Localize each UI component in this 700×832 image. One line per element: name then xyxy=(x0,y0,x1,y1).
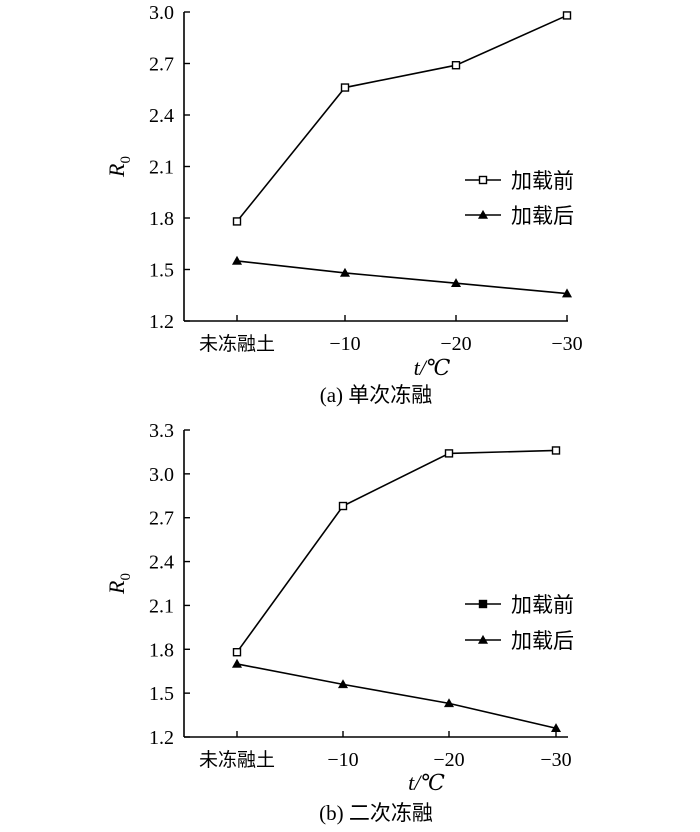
x-tick-label: −20 xyxy=(440,333,471,355)
y-axis-label-subscript: 0 xyxy=(118,156,134,164)
y-tick-label: 1.2 xyxy=(149,727,174,749)
y-tick-label: 2.1 xyxy=(149,595,174,617)
data-point-0-1 xyxy=(340,83,350,92)
legend-marker-1 xyxy=(477,209,489,219)
data-point-1-0 xyxy=(231,658,243,668)
legend-marker-0 xyxy=(478,599,488,609)
data-point-1-3 xyxy=(550,723,562,733)
data-point-0-2 xyxy=(451,61,461,70)
legend-marker-1 xyxy=(477,634,489,644)
chart-a: 1.2 1.5 1.8 2.1 2.4 2.7 3.0 未冻融土 −10 −20 −30 R0 t/℃ (… xyxy=(104,2,583,407)
y-axis-label: R0 xyxy=(104,156,134,178)
series-line-1 xyxy=(236,260,568,295)
x-tick-label: −10 xyxy=(329,333,360,355)
data-point-1-2 xyxy=(443,698,455,708)
y-tick-label: 1.5 xyxy=(149,683,174,705)
y-axis-label-subscript: 0 xyxy=(118,573,134,581)
data-point-0-3 xyxy=(551,446,561,455)
y-tick-label: 2.7 xyxy=(149,54,174,76)
x-tick-label: −30 xyxy=(540,749,571,771)
y-tick-label: 1.2 xyxy=(149,311,174,333)
y-axis-label: R0 xyxy=(104,573,134,595)
x-tick-label: −20 xyxy=(433,749,464,771)
data-point-0-0 xyxy=(232,217,242,226)
y-tick-label: 3.0 xyxy=(149,464,174,486)
x-tick-label: 未冻融土 xyxy=(199,749,275,771)
data-point-0-3 xyxy=(562,11,572,20)
legend-label-0: 加载前 xyxy=(511,593,574,617)
y-tick-label: 2.7 xyxy=(149,508,174,530)
legend-label-0: 加载前 xyxy=(511,169,574,193)
series-line-0 xyxy=(236,449,557,653)
data-point-0-0 xyxy=(232,648,242,657)
data-point-0-2 xyxy=(444,449,454,458)
data-point-1-1 xyxy=(339,267,351,277)
chart-caption: (b) 二次冻融 xyxy=(319,801,433,825)
series-line-0 xyxy=(236,14,568,222)
data-point-1-1 xyxy=(337,679,349,689)
y-tick-label: 3.0 xyxy=(149,2,174,24)
data-point-0-1 xyxy=(338,501,348,511)
y-tick-label: 1.5 xyxy=(149,260,174,282)
x-axis-label: t/℃ xyxy=(414,355,451,380)
y-axis-label-main: R xyxy=(104,580,129,595)
x-tick-label: 未冻融土 xyxy=(199,333,275,355)
y-tick-label: 3.3 xyxy=(149,420,174,442)
y-tick-label: 2.4 xyxy=(149,552,174,574)
series-line-1 xyxy=(236,663,557,730)
data-point-1-0 xyxy=(231,255,243,265)
y-tick-label: 2.4 xyxy=(149,105,174,127)
data-point-1-2 xyxy=(450,278,462,288)
y-tick-label: 2.1 xyxy=(149,157,174,179)
legend-label-1: 加载后 xyxy=(511,629,574,653)
legend-marker-0 xyxy=(478,175,488,185)
x-tick-label: −10 xyxy=(327,749,358,771)
y-tick-label: 1.8 xyxy=(149,639,174,661)
y-tick-label: 1.8 xyxy=(149,208,174,230)
x-tick-label: −30 xyxy=(551,333,582,355)
chart-caption: (a) 单次冻融 xyxy=(320,383,433,407)
y-axis-label-main: R xyxy=(104,163,129,178)
data-point-1-3 xyxy=(561,288,573,298)
chart-b: 1.2 1.5 1.8 2.1 2.4 2.7 3.0 3.3 未冻融土 −10 −20 −30 R0 t… xyxy=(104,420,574,825)
x-axis-label: t/℃ xyxy=(408,770,445,795)
legend-label-1: 加载后 xyxy=(511,204,574,228)
